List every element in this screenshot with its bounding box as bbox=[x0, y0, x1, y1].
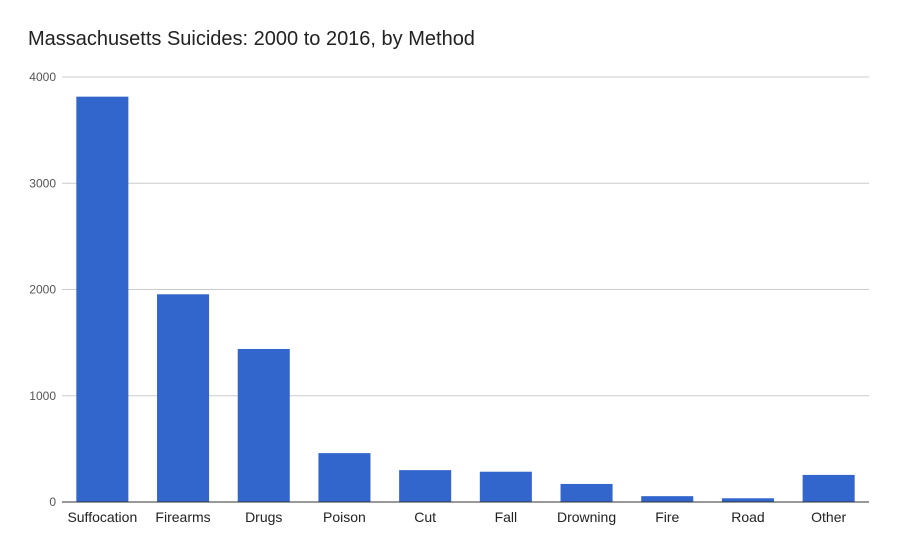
x-tick-label-road: Road bbox=[731, 509, 764, 525]
bar-other bbox=[802, 474, 855, 502]
y-tick-label-1000: 1000 bbox=[29, 389, 56, 403]
bar-suffocation bbox=[76, 96, 129, 502]
bar-cut bbox=[399, 470, 452, 502]
y-tick-label-4000: 4000 bbox=[29, 70, 56, 84]
y-tick-label-3000: 3000 bbox=[29, 176, 56, 190]
x-tick-label-fire: Fire bbox=[655, 509, 679, 525]
x-tick-label-cut: Cut bbox=[414, 509, 436, 525]
bar-drowning bbox=[560, 483, 613, 502]
x-tick-label-suffocation: Suffocation bbox=[67, 509, 137, 525]
chart-title: Massachusetts Suicides: 2000 to 2016, by… bbox=[28, 28, 475, 50]
bar-fall bbox=[479, 471, 532, 502]
x-tick-label-other: Other bbox=[811, 509, 846, 525]
y-tick-label-2000: 2000 bbox=[29, 283, 56, 297]
bar-fire bbox=[641, 496, 694, 502]
bar-road bbox=[721, 498, 774, 502]
bar-firearms bbox=[157, 294, 210, 502]
x-tick-label-firearms: Firearms bbox=[155, 509, 210, 525]
x-tick-label-fall: Fall bbox=[495, 509, 518, 525]
bar-drugs bbox=[237, 349, 290, 502]
x-tick-label-drowning: Drowning bbox=[557, 509, 616, 525]
x-tick-label-drugs: Drugs bbox=[245, 509, 282, 525]
y-tick-label-0: 0 bbox=[49, 495, 56, 509]
x-tick-label-poison: Poison bbox=[323, 509, 366, 525]
bar-poison bbox=[318, 453, 371, 502]
